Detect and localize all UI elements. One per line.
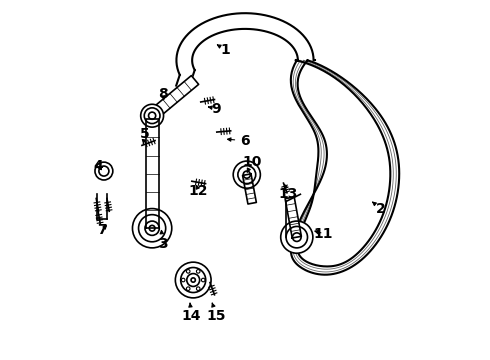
- Text: 9: 9: [208, 102, 221, 116]
- Circle shape: [286, 226, 308, 248]
- Text: 12: 12: [189, 184, 208, 198]
- Text: 14: 14: [182, 303, 201, 323]
- Circle shape: [243, 171, 250, 178]
- Circle shape: [196, 287, 200, 291]
- Circle shape: [145, 221, 159, 235]
- Text: 3: 3: [158, 230, 168, 251]
- Polygon shape: [146, 119, 159, 228]
- Polygon shape: [243, 174, 256, 204]
- Text: 1: 1: [218, 42, 230, 57]
- Polygon shape: [148, 76, 198, 120]
- Circle shape: [238, 166, 256, 184]
- Text: 6: 6: [227, 134, 250, 148]
- Circle shape: [186, 287, 190, 291]
- Circle shape: [95, 162, 113, 180]
- Circle shape: [187, 274, 199, 287]
- Circle shape: [181, 267, 206, 293]
- Text: 5: 5: [140, 127, 150, 144]
- Text: 7: 7: [98, 223, 107, 237]
- Circle shape: [181, 278, 185, 282]
- Circle shape: [141, 104, 164, 127]
- Text: 13: 13: [278, 184, 297, 201]
- Circle shape: [139, 215, 166, 242]
- Text: 10: 10: [243, 155, 262, 172]
- Circle shape: [233, 161, 260, 188]
- Circle shape: [144, 108, 160, 123]
- Circle shape: [293, 233, 301, 242]
- Circle shape: [149, 225, 155, 231]
- Text: 8: 8: [158, 87, 168, 101]
- Circle shape: [186, 270, 190, 273]
- Circle shape: [201, 278, 205, 282]
- Circle shape: [132, 208, 172, 248]
- Circle shape: [175, 262, 211, 298]
- Text: 4: 4: [94, 159, 103, 173]
- Circle shape: [196, 270, 200, 273]
- Text: 11: 11: [314, 226, 333, 240]
- Circle shape: [148, 112, 156, 119]
- Text: 15: 15: [207, 303, 226, 323]
- Polygon shape: [285, 197, 301, 238]
- Circle shape: [281, 221, 313, 253]
- Circle shape: [191, 278, 196, 282]
- Text: 2: 2: [373, 202, 386, 216]
- Circle shape: [99, 166, 109, 176]
